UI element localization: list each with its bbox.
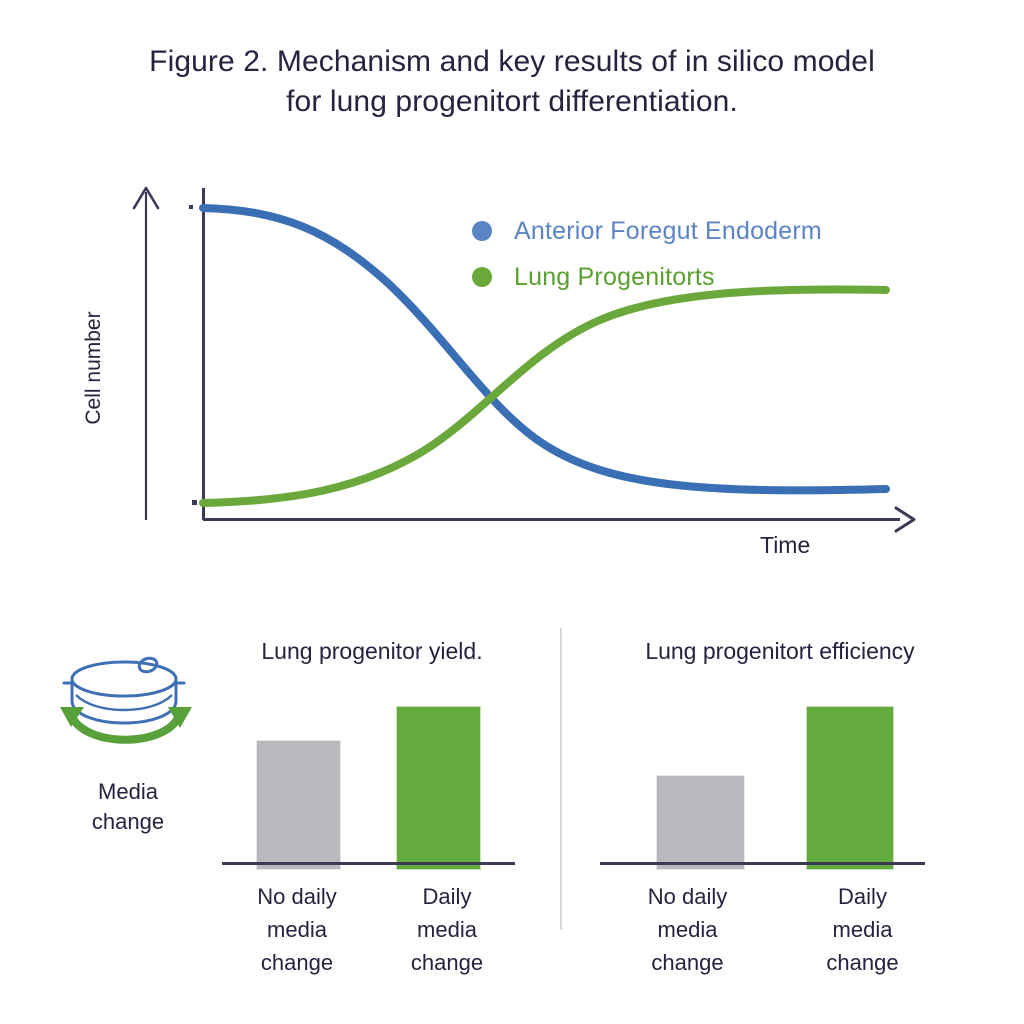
bar-plot-yield [222, 670, 522, 870]
bar-tick-label-no-daily-media-change-efficiency: No daily media change [600, 880, 775, 979]
figure-title: Figure 2. Mechanism and key results of i… [80, 42, 944, 122]
petri-dish-recycle-icon [52, 645, 204, 765]
media-caption-line-1: Media [98, 779, 158, 804]
figure-title-line-1: Figure 2. Mechanism and key results of i… [149, 45, 875, 78]
line-chart-svg [132, 186, 916, 533]
y-axis-tick-top [189, 205, 193, 209]
bar-axis-line-efficiency [600, 862, 925, 865]
tick-line-2: media [417, 917, 477, 942]
bar-tick-label-no-daily-media-change-yield: No daily media change [222, 880, 372, 979]
bar-tick-label-daily-media-change-efficiency: Daily media change [775, 880, 950, 979]
results-section: Media change Lung progenitor yield. No d… [0, 600, 1024, 1024]
tick-line-3: change [260, 950, 334, 975]
tick-line-2: media [657, 917, 718, 942]
panel-divider [560, 628, 562, 930]
legend-dot-green-icon [472, 267, 492, 287]
legend-label-lung-progenitorts: Lung Progenitorts [514, 262, 715, 291]
tick-line-1: No daily [647, 884, 728, 909]
legend-item-lung-progenitorts: Lung Progenitorts [472, 254, 822, 300]
y-axis-tick-bottom [192, 500, 197, 505]
bar-panel-lung-progenitort-efficiency: Lung progenitort efficiency No daily med… [600, 600, 960, 1024]
y-axis-label: Cell number [82, 311, 105, 425]
bar-panel-title-yield: Lung progenitor yield. [261, 638, 483, 664]
tick-line-2: media [267, 917, 327, 942]
cell-number-arrow-icon [132, 186, 160, 520]
tick-line-3: change [410, 950, 484, 975]
tick-line-2: media [832, 917, 893, 942]
line-chart-panel: Cell number Time Anterior Foregut Endode… [0, 160, 1024, 580]
bar-tick-labels-efficiency: No daily media change Daily media change [600, 880, 950, 979]
bar-tick-labels-yield: No daily media change Daily media change [222, 880, 522, 979]
series-line-lung-progenitorts [199, 285, 890, 507]
legend-label-anterior-foregut-endoderm: Anterior Foregut Endoderm [514, 216, 822, 245]
bar-tick-label-daily-media-change-yield: Daily media change [372, 880, 522, 979]
figure-title-line-2: for lung progenitort differentiation. [286, 85, 738, 118]
tick-line-1: Daily [838, 884, 887, 909]
tick-line-3: change [651, 950, 724, 975]
series-line-anterior-foregut-endoderm [199, 204, 890, 495]
tick-line-1: Daily [422, 884, 472, 909]
legend-dot-blue-icon [472, 221, 492, 241]
bar-panel-lung-progenitor-yield: Lung progenitor yield. No daily media ch… [222, 600, 522, 1024]
bar-axis-line-yield [222, 862, 515, 865]
media-change-caption: Media change [52, 777, 204, 837]
media-change-block: Media change [52, 645, 204, 837]
bar-daily-media-change-efficiency [806, 706, 894, 870]
x-axis-label: Time [760, 532, 811, 558]
chart-legend: Anterior Foregut Endoderm Lung Progenito… [472, 208, 822, 300]
media-caption-line-2: change [91, 809, 165, 834]
bar-no-daily-media-change-yield [256, 740, 341, 870]
bar-panel-title-efficiency: Lung progenitort efficiency [645, 638, 915, 664]
tick-line-3: change [826, 950, 899, 975]
legend-item-anterior-foregut-endoderm: Anterior Foregut Endoderm [472, 208, 822, 254]
x-axis-arrow-icon [894, 506, 916, 533]
tick-line-1: No daily [257, 884, 337, 909]
bar-plot-efficiency [600, 670, 960, 870]
bar-daily-media-change-yield [396, 706, 481, 870]
bar-no-daily-media-change-efficiency [656, 775, 745, 870]
